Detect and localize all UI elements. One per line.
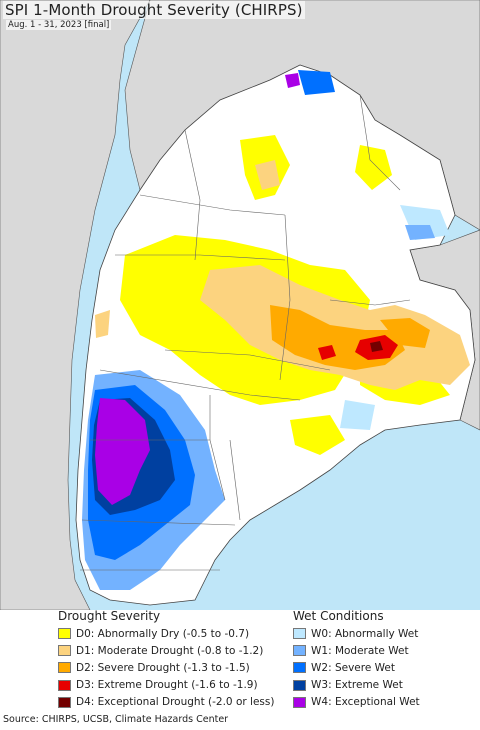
legend-label-d0: D0: Abnormally Dry (-0.5 to -0.7) [76,627,250,640]
swatch-d3 [58,679,71,691]
legend-item-w4: W4: Exceptional Wet [293,694,420,711]
swatch-w4 [293,696,306,708]
map-title: SPI 1-Month Drought Severity (CHIRPS) [3,1,305,19]
province-borders [80,94,411,571]
swatch-w1 [293,645,306,657]
swatch-w0 [293,628,306,640]
legend-label-w1: W1: Moderate Wet [311,644,409,657]
wet-legend: W0: Abnormally Wet W1: Moderate Wet W2: … [293,625,420,711]
legend-label-w4: W4: Exceptional Wet [311,696,420,709]
legend-label-w2: W2: Severe Wet [311,661,395,674]
legend-item-d0: D0: Abnormally Dry (-0.5 to -0.7) [58,625,274,642]
w4-area-north [285,73,300,88]
w1-area-northeast [405,225,435,240]
d0-area-northeast [355,145,392,190]
swatch-d1 [58,645,71,657]
legend-label-d3: D3: Extreme Drought (-1.6 to -1.9) [76,679,258,692]
legend-item-d2: D2: Severe Drought (-1.3 to -1.5) [58,659,274,676]
legend-item-d4: D4: Exceptional Drought (-2.0 or less) [58,694,274,711]
d2-area-east [380,318,430,348]
legend-label-d1: D1: Moderate Drought (-0.8 to -1.2) [76,644,264,657]
d3-area-small [318,345,336,360]
swatch-d4 [58,696,71,708]
d0-area-south [290,415,345,455]
legend-item-d1: D1: Moderate Drought (-0.8 to -1.2) [58,642,274,659]
d1-area-west [95,310,110,338]
drought-map [0,0,480,610]
legend-label-d4: D4: Exceptional Drought (-2.0 or less) [76,696,275,709]
legend-item-w1: W1: Moderate Wet [293,642,420,659]
w0-area-southeast [340,400,375,430]
source-credit: Source: CHIRPS, UCSB, Climate Hazards Ce… [3,714,229,725]
swatch-w3 [293,679,306,691]
legend-label-d2: D2: Severe Drought (-1.3 to -1.5) [76,661,250,674]
swatch-d2 [58,662,71,674]
drought-legend-heading: Drought Severity [58,609,161,623]
legend-label-w3: W3: Extreme Wet [311,679,403,692]
drought-legend: D0: Abnormally Dry (-0.5 to -0.7) D1: Mo… [58,625,274,711]
legend-item-d3: D3: Extreme Drought (-1.6 to -1.9) [58,677,274,694]
map-subtitle: Aug. 1 - 31, 2023 [final] [6,20,112,30]
legend-item-w0: W0: Abnormally Wet [293,625,420,642]
d1-area-north [255,160,280,190]
w4-area [95,398,150,505]
legend-label-w0: W0: Abnormally Wet [311,627,419,640]
w2-area-north [298,70,335,95]
wet-legend-heading: Wet Conditions [293,609,384,623]
d4-area [370,341,383,352]
swatch-w2 [293,662,306,674]
legend-item-w2: W2: Severe Wet [293,659,420,676]
outside-land-chile [0,0,151,610]
swatch-d0 [58,628,71,640]
legend-item-w3: W3: Extreme Wet [293,677,420,694]
